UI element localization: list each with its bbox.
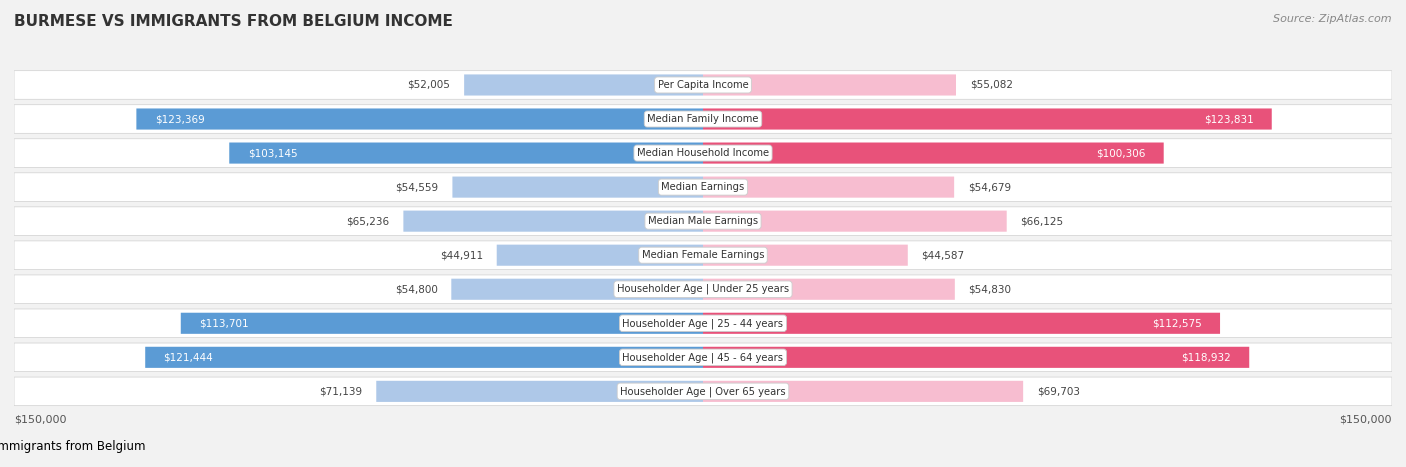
Text: $112,575: $112,575 — [1152, 318, 1202, 328]
FancyBboxPatch shape — [703, 142, 1164, 163]
Text: $121,444: $121,444 — [163, 352, 214, 362]
Text: $66,125: $66,125 — [1021, 216, 1063, 226]
Text: $69,703: $69,703 — [1036, 386, 1080, 396]
FancyBboxPatch shape — [464, 74, 703, 96]
FancyBboxPatch shape — [14, 173, 1392, 201]
FancyBboxPatch shape — [703, 381, 1024, 402]
FancyBboxPatch shape — [145, 347, 703, 368]
FancyBboxPatch shape — [14, 207, 1392, 235]
FancyBboxPatch shape — [377, 381, 703, 402]
Text: Source: ZipAtlas.com: Source: ZipAtlas.com — [1274, 14, 1392, 24]
Text: Householder Age | Under 25 years: Householder Age | Under 25 years — [617, 284, 789, 295]
Text: Householder Age | 45 - 64 years: Householder Age | 45 - 64 years — [623, 352, 783, 362]
Text: Per Capita Income: Per Capita Income — [658, 80, 748, 90]
FancyBboxPatch shape — [703, 279, 955, 300]
Text: $54,679: $54,679 — [967, 182, 1011, 192]
Text: Householder Age | Over 65 years: Householder Age | Over 65 years — [620, 386, 786, 396]
Legend: Burmese, Immigrants from Belgium: Burmese, Immigrants from Belgium — [0, 436, 150, 458]
FancyBboxPatch shape — [451, 279, 703, 300]
Text: $44,587: $44,587 — [921, 250, 965, 260]
FancyBboxPatch shape — [453, 177, 703, 198]
Text: $54,830: $54,830 — [969, 284, 1011, 294]
Text: Median Male Earnings: Median Male Earnings — [648, 216, 758, 226]
Text: Householder Age | 25 - 44 years: Householder Age | 25 - 44 years — [623, 318, 783, 328]
Text: $65,236: $65,236 — [346, 216, 389, 226]
FancyBboxPatch shape — [14, 377, 1392, 406]
Text: Median Family Income: Median Family Income — [647, 114, 759, 124]
Text: $123,831: $123,831 — [1204, 114, 1253, 124]
FancyBboxPatch shape — [14, 309, 1392, 338]
FancyBboxPatch shape — [14, 71, 1392, 99]
Text: Median Earnings: Median Earnings — [661, 182, 745, 192]
FancyBboxPatch shape — [14, 343, 1392, 372]
FancyBboxPatch shape — [181, 313, 703, 334]
Text: $44,911: $44,911 — [440, 250, 482, 260]
FancyBboxPatch shape — [703, 108, 1272, 129]
FancyBboxPatch shape — [703, 313, 1220, 334]
FancyBboxPatch shape — [703, 74, 956, 96]
Text: $100,306: $100,306 — [1095, 148, 1146, 158]
Text: $103,145: $103,145 — [247, 148, 297, 158]
FancyBboxPatch shape — [14, 275, 1392, 304]
Text: $118,932: $118,932 — [1181, 352, 1230, 362]
FancyBboxPatch shape — [496, 245, 703, 266]
FancyBboxPatch shape — [703, 211, 1007, 232]
Text: $71,139: $71,139 — [319, 386, 363, 396]
Text: $113,701: $113,701 — [200, 318, 249, 328]
Text: $55,082: $55,082 — [970, 80, 1012, 90]
Text: Median Household Income: Median Household Income — [637, 148, 769, 158]
Text: $123,369: $123,369 — [155, 114, 204, 124]
Text: $54,559: $54,559 — [395, 182, 439, 192]
Text: Median Female Earnings: Median Female Earnings — [641, 250, 765, 260]
Text: $150,000: $150,000 — [1340, 414, 1392, 425]
FancyBboxPatch shape — [703, 245, 908, 266]
FancyBboxPatch shape — [703, 177, 955, 198]
FancyBboxPatch shape — [14, 105, 1392, 133]
FancyBboxPatch shape — [14, 241, 1392, 269]
Text: $54,800: $54,800 — [395, 284, 437, 294]
FancyBboxPatch shape — [14, 139, 1392, 167]
FancyBboxPatch shape — [136, 108, 703, 129]
FancyBboxPatch shape — [703, 347, 1250, 368]
Text: $150,000: $150,000 — [14, 414, 66, 425]
FancyBboxPatch shape — [404, 211, 703, 232]
Text: $52,005: $52,005 — [408, 80, 450, 90]
Text: BURMESE VS IMMIGRANTS FROM BELGIUM INCOME: BURMESE VS IMMIGRANTS FROM BELGIUM INCOM… — [14, 14, 453, 29]
FancyBboxPatch shape — [229, 142, 703, 163]
